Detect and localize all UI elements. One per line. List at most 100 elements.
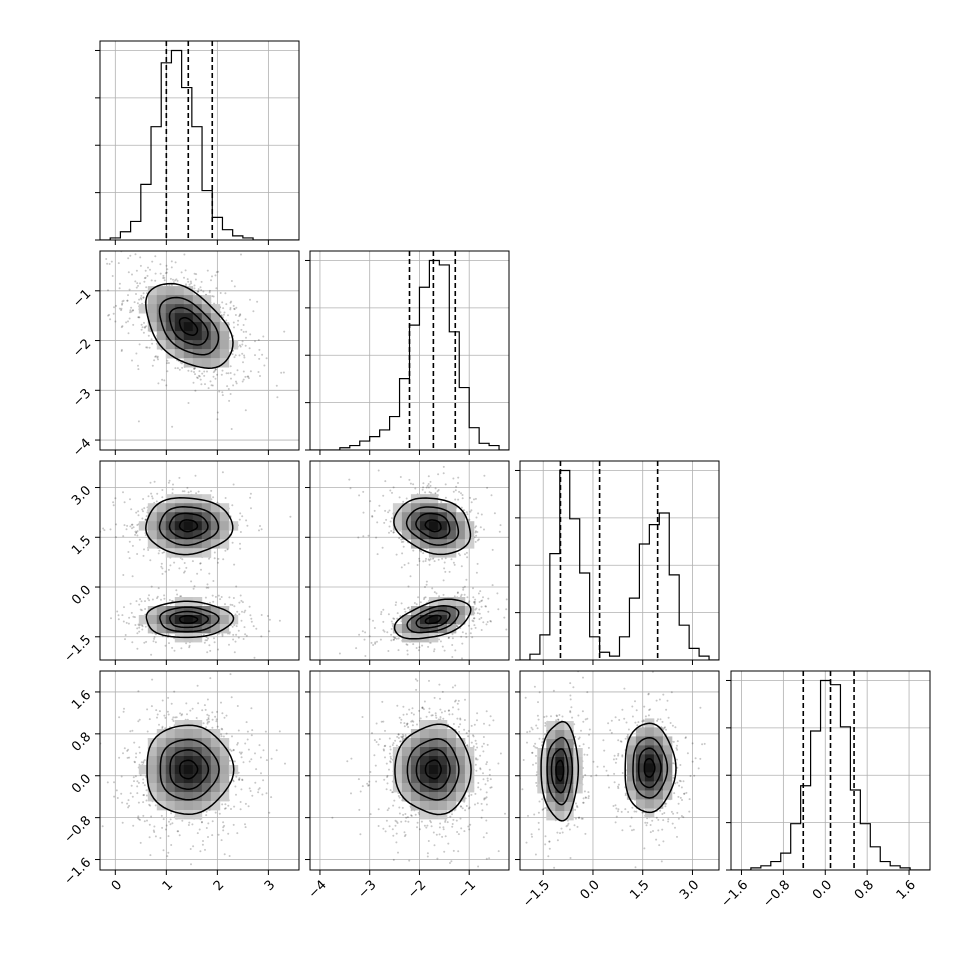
x-tick-label: −1 (455, 878, 479, 902)
density-contour (424, 519, 442, 533)
x-tick-label: 2 (211, 878, 227, 894)
panel-frame (519, 460, 720, 661)
x-tick-label: 0.0 (578, 878, 603, 903)
y-tick-label: −3 (70, 386, 94, 410)
scatter-plot-area (310, 671, 509, 870)
density-contour (145, 497, 234, 556)
density-shading (138, 286, 239, 368)
scatter-plot-area (100, 671, 299, 870)
hist-panel-2 (515, 460, 720, 665)
panel-frame (99, 670, 300, 871)
panel-frame (519, 670, 720, 871)
density-contour (178, 519, 199, 533)
y-tick-label: 1.5 (69, 533, 94, 558)
density-contour (158, 506, 220, 547)
panel-frame (99, 460, 300, 661)
density-contour (415, 512, 451, 540)
scatter-plot-area (520, 671, 719, 870)
density-contour (393, 598, 472, 640)
x-tick-label: 0 (109, 878, 125, 894)
density-contour (169, 610, 209, 629)
y-tick-label: 0.0 (69, 583, 94, 608)
density-contour (424, 759, 442, 780)
y-tick-label: −4 (70, 436, 94, 460)
density-contour (393, 497, 472, 556)
density-contour (394, 723, 472, 816)
density-shading (392, 494, 475, 643)
x-tick-label: 1 (160, 878, 176, 894)
scatter-plot-area (100, 251, 299, 450)
scatter-plot-area (310, 461, 509, 660)
hist-panel-1 (305, 250, 510, 455)
density-contour (159, 606, 220, 633)
scatter-panel-2-3 (515, 670, 720, 875)
hist-panel-0 (95, 40, 300, 245)
x-tick-label: −2 (405, 878, 429, 902)
density-contour (146, 724, 235, 816)
x-tick-label: 1.6 (894, 878, 919, 903)
hist-plot-area-3 (731, 671, 930, 870)
hist-plot-area-0 (100, 41, 299, 240)
hist-plot-area-1 (310, 251, 509, 450)
density-contour (540, 720, 580, 822)
hist-plot-area-2 (520, 461, 719, 660)
x-tick-label: 3.0 (677, 878, 702, 903)
panel-frame (99, 250, 300, 451)
x-tick-label: −1.6 (718, 878, 751, 911)
density-contour (405, 506, 460, 546)
density-contour (550, 748, 569, 794)
x-tick-label: −1.5 (520, 878, 553, 911)
density-contour (546, 736, 574, 806)
scatter-panel-1-3 (305, 670, 510, 875)
density-contour (169, 749, 210, 790)
density-contour (159, 738, 220, 801)
density-contour (145, 282, 234, 369)
density-contour (415, 609, 451, 629)
histogram-step (310, 259, 509, 450)
scatter-plot-area (100, 461, 299, 660)
density-contour (168, 512, 209, 540)
x-tick-label: −0.8 (760, 878, 793, 911)
density-contour (643, 757, 656, 778)
density-contour (415, 748, 451, 791)
histogram-step (520, 469, 719, 660)
panel-frame (309, 670, 510, 871)
y-tick-label: 3.0 (69, 483, 94, 508)
panel-frame (99, 40, 300, 241)
scatter-panel-0-2 (95, 460, 300, 665)
density-contour (179, 759, 199, 780)
panel-frame (730, 670, 931, 871)
hist-panel-3 (726, 670, 931, 875)
density-contour (632, 736, 669, 799)
y-tick-label: 0.0 (69, 771, 94, 796)
density-contour (145, 600, 235, 639)
x-tick-label: 1.5 (627, 878, 652, 903)
density-shading (138, 494, 239, 643)
x-tick-label: 3 (262, 878, 278, 894)
x-tick-label: −4 (306, 878, 330, 902)
y-tick-label: −0.8 (61, 813, 94, 846)
y-tick-label: 1.6 (69, 688, 94, 713)
y-tick-label: −1.5 (61, 633, 94, 666)
scatter-panel-1-2 (305, 460, 510, 665)
x-tick-label: 0.0 (810, 878, 835, 903)
density-contour (178, 615, 199, 624)
scatter-panel-0-3 (95, 670, 300, 875)
density-contour (424, 614, 442, 625)
density-shading (138, 720, 239, 820)
y-tick-label: −2 (70, 336, 94, 360)
density-contour (168, 306, 209, 346)
panel-frame (309, 250, 510, 451)
density-contour (406, 605, 460, 634)
histogram-step (100, 49, 299, 240)
y-tick-label: −1.6 (61, 855, 94, 888)
density-contour (624, 722, 677, 814)
density-contour (555, 759, 565, 782)
density-contour (637, 747, 662, 789)
y-tick-label: 0.8 (69, 730, 94, 755)
density-contour (406, 738, 460, 801)
x-tick-label: −3 (355, 878, 379, 902)
density-contour (178, 317, 199, 336)
panel-frame (309, 460, 510, 661)
